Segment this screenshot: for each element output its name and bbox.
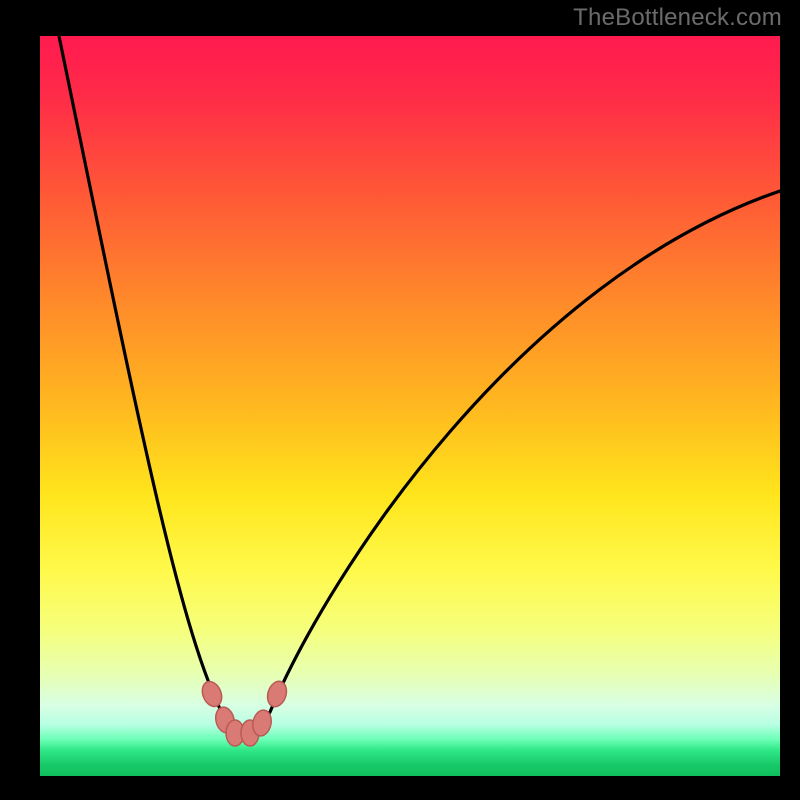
plot-background-gradient — [40, 36, 780, 776]
chart-frame: TheBottleneck.com — [0, 0, 800, 800]
watermark-text: TheBottleneck.com — [573, 4, 782, 32]
chart-svg — [0, 0, 800, 800]
plot-canvas — [0, 0, 800, 800]
